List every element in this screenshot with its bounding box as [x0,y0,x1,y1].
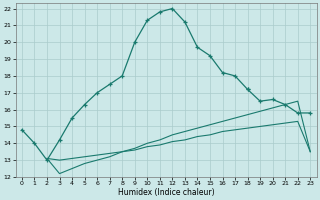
X-axis label: Humidex (Indice chaleur): Humidex (Indice chaleur) [118,188,214,197]
